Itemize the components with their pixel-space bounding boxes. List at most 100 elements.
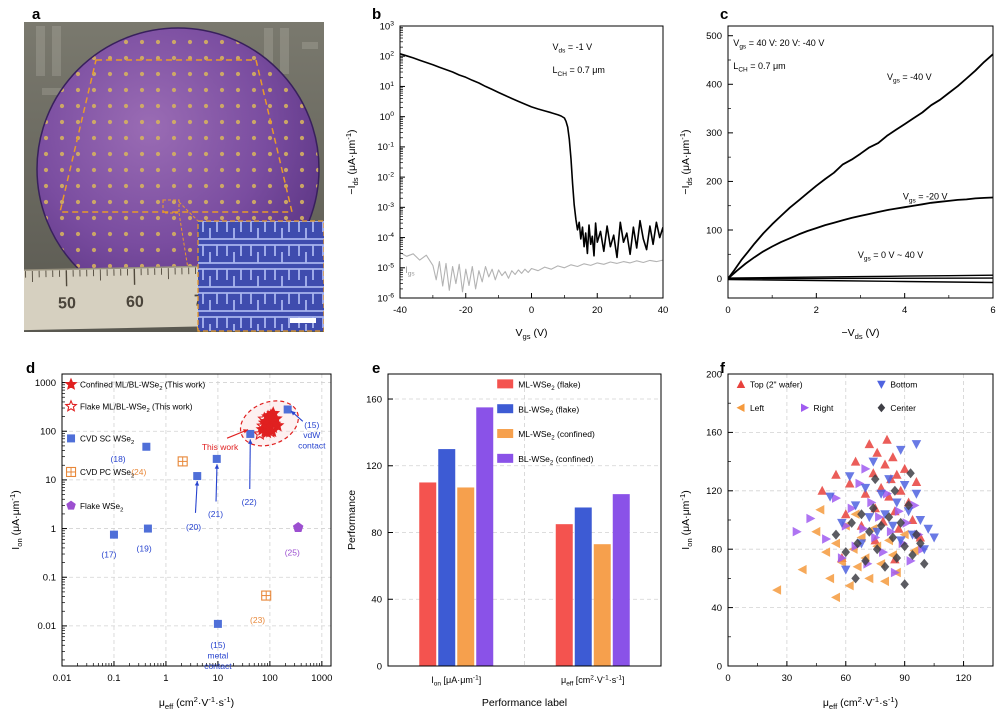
panel-c: c 0 2 4 6 0 100 200 300 400 500 −Vds (V) −Ids (μA·μ… — [676, 2, 1006, 350]
svg-text:60: 60 — [126, 294, 144, 311]
svg-text:Top (2" wafer): Top (2" wafer) — [750, 380, 803, 390]
svg-text:contact: contact — [204, 661, 232, 671]
svg-text:101: 101 — [380, 81, 395, 93]
svg-text:120: 120 — [706, 486, 722, 497]
svg-text:Bottom: Bottom — [890, 380, 917, 390]
svg-text:Vgs = 0 V ~ 40 V: Vgs = 0 V ~ 40 V — [858, 250, 923, 263]
svg-text:100: 100 — [706, 225, 722, 236]
svg-text:(18): (18) — [111, 454, 126, 464]
svg-text:(17): (17) — [101, 550, 116, 560]
svg-text:100: 100 — [40, 427, 56, 438]
panel-c-label: c — [720, 6, 729, 23]
svg-text:200: 200 — [706, 369, 722, 380]
svg-text:30: 30 — [782, 673, 793, 684]
svg-text:Ion [μA·μm-1]: Ion [μA·μm-1] — [431, 674, 481, 687]
svg-text:160: 160 — [706, 428, 722, 439]
svg-text:120: 120 — [956, 673, 972, 684]
svg-text:Confined ML/BL-WSe2 (This work: Confined ML/BL-WSe2 (This work) — [80, 381, 205, 393]
svg-text:Vgs = -40 V: Vgs = -40 V — [887, 72, 932, 85]
svg-text:0: 0 — [725, 305, 730, 316]
svg-text:(23): (23) — [250, 615, 265, 625]
svg-text:(25): (25) — [285, 547, 300, 557]
panel-e: e Ion [μA·μm-1] μeff [cm2·V-1·s-1] 0 40 80 12… — [342, 354, 678, 718]
svg-text:80: 80 — [371, 528, 382, 539]
svg-text:10-4: 10-4 — [377, 232, 394, 244]
svg-text:(15): (15) — [210, 640, 225, 650]
svg-text:Vgs (V): Vgs (V) — [516, 327, 548, 341]
svg-text:40: 40 — [711, 603, 722, 614]
svg-text:Center: Center — [890, 403, 916, 413]
svg-text:200: 200 — [706, 177, 722, 188]
svg-text:500: 500 — [706, 31, 722, 42]
svg-text:Igs: Igs — [405, 265, 415, 278]
svg-text:Flake ML/BL-WSe2 (This work): Flake ML/BL-WSe2 (This work) — [80, 402, 193, 414]
transfer-curve-chart: -40 -20 0 20 40 10-6 10-5 10-4 10-3 10-2 10-1 100 10… — [344, 21, 669, 342]
svg-text:LCH = 0.7 μm: LCH = 0.7 μm — [733, 61, 785, 74]
panel-a-label: a — [32, 6, 41, 23]
svg-text:ML-WSe2 (flake): ML-WSe2 (flake) — [518, 380, 581, 393]
svg-text:102: 102 — [380, 51, 395, 63]
panel-e-label: e — [372, 360, 381, 377]
svg-text:10-6: 10-6 — [377, 293, 394, 305]
panel-f-label: f — [720, 360, 725, 377]
svg-text:10-2: 10-2 — [377, 172, 394, 184]
svg-text:μeff (cm2·V-1·s-1): μeff (cm2·V-1·s-1) — [823, 695, 898, 711]
svg-text:Vgs = -20 V: Vgs = -20 V — [903, 192, 948, 205]
svg-text:0.01: 0.01 — [38, 621, 57, 632]
panel-b: b -40 -20 0 20 40 10-6 10-5 10-4 10-3 10-2 10-1 100… — [342, 2, 678, 350]
svg-text:40: 40 — [371, 595, 382, 606]
panel-d-label: d — [26, 360, 36, 377]
svg-text:100: 100 — [262, 673, 278, 684]
svg-text:Left: Left — [750, 403, 765, 413]
svg-text:0: 0 — [717, 274, 722, 285]
benchmark-scatter-chart: 0.01 0.1 1 10 100 1000 0.01 0.1 1 10 100 1000 μeff (… — [8, 373, 332, 711]
svg-text:2: 2 — [814, 305, 819, 316]
svg-text:10-5: 10-5 — [377, 262, 394, 274]
svg-text:μeff (cm2·V-1·s-1): μeff (cm2·V-1·s-1) — [159, 695, 234, 711]
svg-text:0: 0 — [529, 305, 534, 316]
svg-text:40: 40 — [658, 305, 669, 316]
svg-text:−Ids (μA·μm-1): −Ids (μA·μm-1) — [678, 129, 694, 194]
svg-text:160: 160 — [366, 394, 382, 405]
svg-text:4: 4 — [902, 305, 907, 316]
panel-d: d 0.01 0.1 1 10 100 1000 0.01 0.1 1 10 100 1000 μeff… — [6, 354, 342, 718]
svg-text:metal: metal — [208, 651, 229, 661]
svg-text:80: 80 — [711, 545, 722, 556]
svg-text:(24): (24) — [131, 467, 146, 477]
svg-text:μeff [cm2·V-1·s-1]: μeff [cm2·V-1·s-1] — [561, 674, 625, 687]
svg-text:1: 1 — [163, 673, 168, 684]
svg-text:CVD SC WSe2: CVD SC WSe2 — [80, 435, 134, 447]
svg-text:Vgs = 40 V: 20 V: -40 V: Vgs = 40 V: 20 V: -40 V — [733, 38, 824, 51]
svg-text:Performance label: Performance label — [482, 697, 567, 709]
svg-text:120: 120 — [366, 461, 382, 472]
svg-text:Vds = -1 V: Vds = -1 V — [553, 42, 593, 55]
svg-text:1000: 1000 — [311, 673, 332, 684]
svg-text:1: 1 — [51, 524, 56, 535]
svg-text:103: 103 — [380, 21, 395, 33]
output-curve-chart: 0 2 4 6 0 100 200 300 400 500 −Vds (V) −Ids (μA·μm-… — [678, 25, 996, 341]
performance-bar-chart: Ion [μA·μm-1] μeff [cm2·V-1·s-1] 0 40 80 120 1… — [346, 373, 662, 709]
svg-text:Right: Right — [814, 403, 834, 413]
svg-text:BL-WSe2 (flake): BL-WSe2 (flake) — [518, 404, 579, 417]
svg-text:0.1: 0.1 — [107, 673, 120, 684]
svg-text:1000: 1000 — [35, 378, 56, 389]
svg-text:CVD PC WSe2: CVD PC WSe2 — [80, 468, 134, 480]
svg-text:50: 50 — [58, 295, 76, 312]
svg-text:ML-WSe2 (confined): ML-WSe2 (confined) — [518, 429, 595, 442]
svg-text:This work: This work — [202, 442, 239, 452]
svg-text:0: 0 — [377, 661, 382, 672]
svg-text:(22): (22) — [242, 497, 257, 507]
svg-text:0: 0 — [717, 661, 722, 672]
svg-text:0: 0 — [725, 673, 730, 684]
svg-text:0.1: 0.1 — [43, 573, 56, 584]
svg-text:−Ids (μA·μm-1): −Ids (μA·μm-1) — [344, 129, 360, 194]
svg-text:(19): (19) — [137, 544, 152, 554]
svg-text:10: 10 — [213, 673, 224, 684]
svg-text:(15): (15) — [304, 420, 319, 430]
svg-text:0.01: 0.01 — [53, 673, 72, 684]
svg-text:vdW: vdW — [303, 430, 320, 440]
svg-text:10: 10 — [45, 475, 56, 486]
svg-text:−Vds (V): −Vds (V) — [841, 327, 879, 341]
svg-text:Flake WSe2: Flake WSe2 — [80, 502, 123, 514]
